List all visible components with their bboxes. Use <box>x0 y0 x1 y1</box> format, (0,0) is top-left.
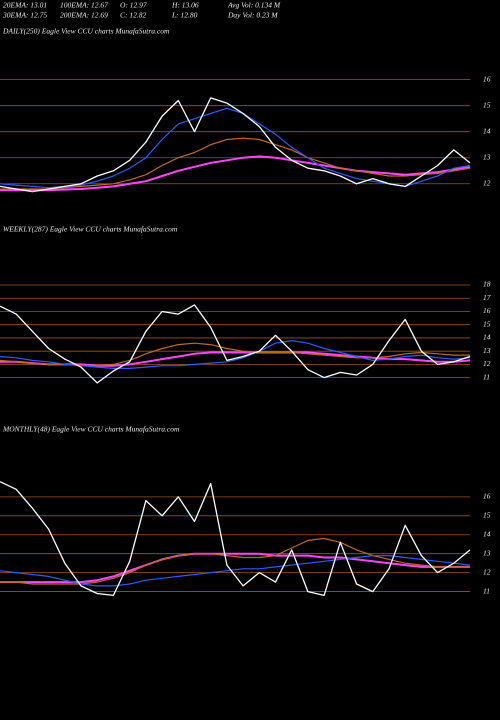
price-line <box>0 137 471 190</box>
y-tick-label: 15 <box>483 511 491 520</box>
y-tick-label: 14 <box>483 529 491 538</box>
price-line <box>0 481 471 597</box>
y-tick-label: 18 <box>483 280 491 289</box>
header-stat: 20EMA: 13.01 <box>3 1 47 10</box>
header-stat: L: 12.80 <box>171 11 198 20</box>
y-tick-label: 15 <box>483 319 491 328</box>
y-tick-label: 14 <box>483 333 491 342</box>
price-line <box>0 552 470 584</box>
price-line <box>0 304 471 384</box>
header-stat: O: 12.97 <box>120 1 147 10</box>
y-tick-label: 13 <box>483 548 491 557</box>
header-stat: Day Vol: 0.23 M <box>227 11 278 20</box>
y-tick-label: 13 <box>483 346 491 355</box>
y-tick-label: 11 <box>483 586 490 595</box>
header-stat: 100EMA: 12.67 <box>60 1 108 10</box>
price-line <box>0 554 471 587</box>
y-tick-label: 12 <box>483 178 491 187</box>
price-line <box>0 155 471 192</box>
y-tick-label: 15 <box>483 100 491 109</box>
header-stat: H: 13.06 <box>171 1 199 10</box>
y-tick-label: 12 <box>483 567 491 576</box>
panel-title: WEEKLY(287) Eagle View CCU charts Munafa… <box>3 225 178 234</box>
y-tick-label: 16 <box>483 306 491 315</box>
y-tick-label: 16 <box>483 492 491 501</box>
y-tick-label: 17 <box>483 293 491 302</box>
y-tick-label: 14 <box>483 126 491 135</box>
y-tick-label: 13 <box>483 152 491 161</box>
y-tick-label: 12 <box>483 359 491 368</box>
header-stat: Avg Vol: 0.134 M <box>227 1 281 10</box>
header-stat: 30EMA: 12.75 <box>2 11 47 20</box>
header-stat: C: 12.82 <box>120 11 147 20</box>
panel-title: MONTHLY(48) Eagle View CCU charts Munafa… <box>2 425 180 434</box>
price-line <box>0 537 470 585</box>
header-stat: 200EMA: 12.69 <box>60 11 108 20</box>
y-tick-label: 11 <box>483 372 490 381</box>
y-tick-label: 16 <box>483 74 491 83</box>
price-line <box>0 97 471 193</box>
panel-title: DAILY(250) Eagle View CCU charts MunafaS… <box>2 27 170 36</box>
